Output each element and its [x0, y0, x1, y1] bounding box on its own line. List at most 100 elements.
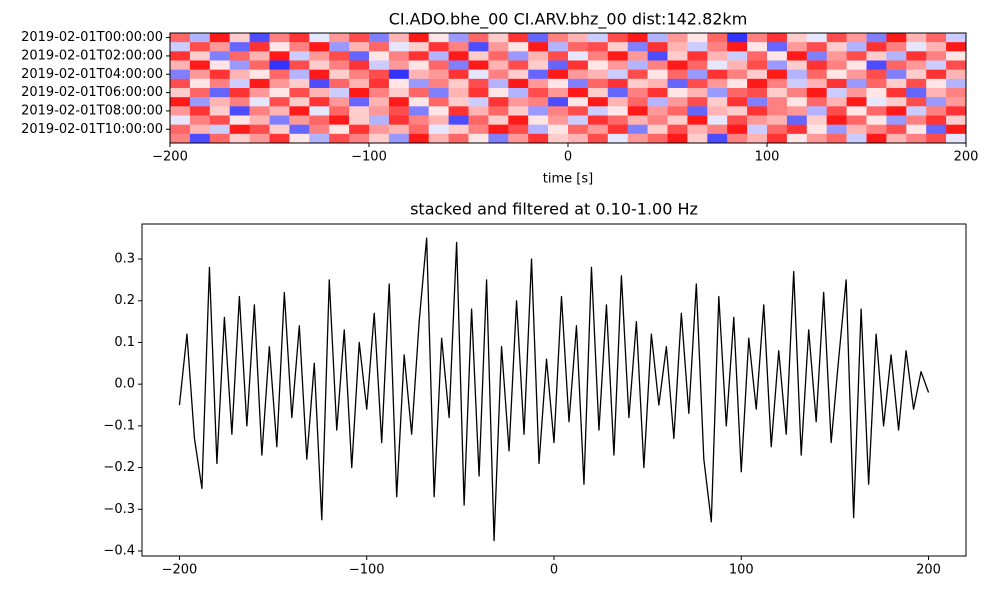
heatmap-cell [647, 133, 668, 144]
heatmap-cell [528, 97, 549, 107]
heatmap-cell [806, 60, 827, 70]
heatmap-cell [428, 51, 449, 61]
heatmap-cell [866, 69, 887, 80]
heatmap-cell [448, 133, 469, 144]
heatmap-cell [349, 124, 370, 135]
heatmap-cell [528, 88, 549, 98]
heatmap-cell [906, 42, 927, 52]
heatmap-cell [747, 42, 768, 52]
heatmap-cell [428, 60, 449, 70]
heatmap-cell [587, 69, 609, 80]
heatmap-cell [269, 115, 290, 125]
heatmap-cell [468, 69, 489, 80]
heatmap-cell [846, 51, 867, 61]
y-tick-label: 0.1 [114, 335, 135, 350]
heatmap-cell [786, 42, 808, 52]
heatmap-cell [806, 124, 827, 135]
heatmap-cell [806, 69, 827, 80]
heatmap-cell [229, 115, 250, 125]
heatmap-cell [587, 51, 609, 61]
heatmap-cell [289, 60, 310, 70]
heatmap-cell [707, 60, 728, 70]
heatmap-cell [886, 51, 907, 61]
y-tick-label: 0.0 [114, 377, 135, 392]
heatmap-cell [528, 51, 549, 61]
heatmap-cell [687, 124, 708, 135]
heatmap-cell [767, 115, 788, 125]
y-tick-label: 2019-02-01T04:00:00 [21, 67, 163, 82]
heatmap-cell [846, 60, 867, 70]
heatmap-cell [548, 124, 569, 135]
heatmap-cell [667, 33, 688, 43]
heatmap-cell [687, 78, 708, 89]
heatmap-cell [946, 51, 967, 61]
heatmap-cell [170, 60, 191, 70]
heatmap-cell [587, 78, 609, 89]
heatmap-cell [786, 133, 808, 144]
heatmap-cell [209, 42, 230, 52]
heatmap-cell [209, 60, 230, 70]
heatmap-cell [826, 106, 847, 116]
heatmap-cell [647, 88, 668, 98]
heatmap-cell [170, 133, 191, 144]
x-tick-label: −100 [351, 150, 387, 165]
heatmap-cell [846, 124, 867, 135]
heatmap-cell [647, 97, 668, 107]
heatmap-cell [369, 42, 390, 52]
heatmap-cell [806, 33, 827, 43]
heatmap-cell [528, 133, 549, 144]
heatmap-cell [786, 97, 808, 107]
heatmap-cell [309, 124, 330, 135]
heatmap-cell [767, 60, 788, 70]
chart-title: CI.ADO.bhe_00 CI.ARV.bhz_00 dist:142.82k… [389, 10, 748, 30]
heatmap-cell [826, 115, 847, 125]
heatmap-cell [946, 124, 967, 135]
heatmap-cell [906, 51, 927, 61]
heatmap-cell [189, 60, 211, 70]
heatmap-cell [249, 33, 270, 43]
heatmap-cell [329, 60, 350, 70]
heatmap-cell [468, 133, 489, 144]
heatmap-cell [946, 69, 967, 80]
heatmap-cell [806, 78, 827, 89]
x-tick-label: 200 [954, 150, 979, 165]
y-tick-label: −0.1 [103, 418, 135, 433]
heatmap-cell [269, 51, 290, 61]
heatmap-cell [806, 115, 827, 125]
heatmap-cell [707, 133, 728, 144]
heatmap-cell [727, 133, 748, 144]
heatmap-cell [508, 133, 529, 144]
heatmap-cell [647, 106, 668, 116]
heatmap-cell [707, 69, 728, 80]
heatmap-cell [866, 133, 887, 144]
heatmap-cell [607, 60, 628, 70]
heatmap-cell [468, 88, 489, 98]
heatmap-cell [946, 78, 967, 89]
heatmap-cell [647, 33, 668, 43]
heatmap-cell [687, 133, 708, 144]
heatmap-cell [428, 115, 449, 125]
heatmap-cell [667, 69, 688, 80]
heatmap-cell [349, 51, 370, 61]
heatmap-cell [488, 78, 509, 89]
heatmap-cell [388, 97, 410, 107]
heatmap-cell [369, 124, 390, 135]
heatmap-cell [926, 133, 947, 144]
heatmap-cell [369, 51, 390, 61]
heatmap-cell [309, 133, 330, 144]
heatmap-cell [866, 33, 887, 43]
heatmap-cell [349, 60, 370, 70]
heatmap-cell [309, 97, 330, 107]
heatmap-cell [448, 106, 469, 116]
heatmap-cell [607, 115, 628, 125]
heatmap-cell [727, 115, 748, 125]
heatmap-cell [448, 33, 469, 43]
heatmap-cell [647, 115, 668, 125]
heatmap-cell [229, 106, 250, 116]
heatmap-cell [747, 115, 768, 125]
heatmap-cell [329, 124, 350, 135]
y-tick-label: 2019-02-01T10:00:00 [21, 122, 163, 137]
y-tick-label: −0.3 [103, 502, 135, 517]
heatmap-cell [548, 106, 569, 116]
